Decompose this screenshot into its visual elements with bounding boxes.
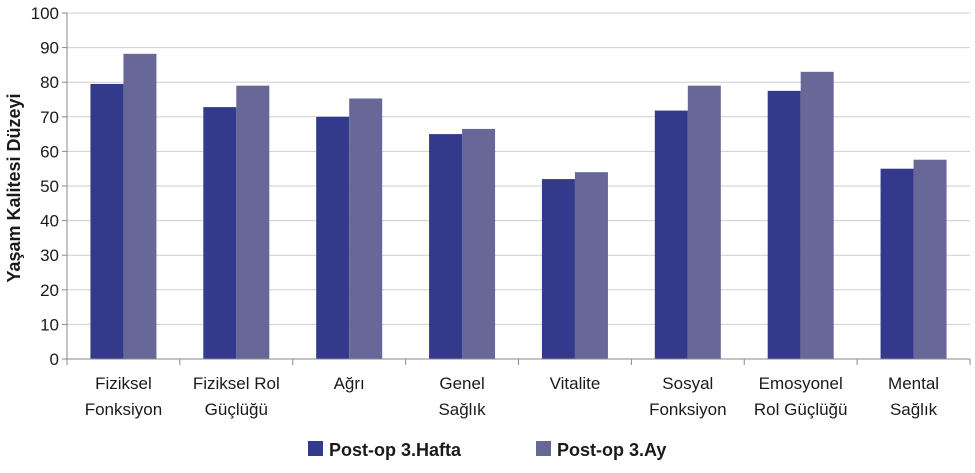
category-label: Ağrı	[334, 374, 365, 393]
y-tick-label: 40	[40, 212, 59, 231]
y-axis-ticks: 0 10 20 30 40 50 60 70 80 90 100	[31, 4, 67, 369]
category-label: Mental	[888, 374, 939, 393]
legend: Post-op 3.Hafta Post-op 3.Ay	[308, 440, 666, 460]
y-tick-label: 30	[40, 246, 59, 265]
legend-label: Post-op 3.Ay	[557, 440, 666, 460]
category-label: Rol Güçlüğü	[754, 400, 848, 419]
y-axis-title: Yaşam Kalitesi Düzeyi	[4, 93, 24, 282]
legend-label: Post-op 3.Hafta	[329, 440, 462, 460]
y-tick-label: 10	[40, 315, 59, 334]
category-label: Fonksiyon	[85, 400, 162, 419]
gridlines	[67, 12, 970, 360]
category-label: Sosyal	[662, 374, 713, 393]
x-axis-labels: Fiziksel Fonksiyon Fiziksel Rol Güçlüğü Ağrı…	[85, 374, 939, 419]
legend-swatch	[308, 441, 323, 456]
bar	[767, 90, 801, 359]
bar	[236, 85, 270, 359]
bar	[429, 134, 463, 359]
y-tick-label: 80	[40, 73, 59, 92]
y-tick-label: 100	[31, 4, 59, 23]
category-label: Vitalite	[550, 374, 601, 393]
category-label: Sağlık	[438, 400, 486, 419]
category-label: Sağlık	[890, 400, 938, 419]
x-axis	[66, 13, 971, 365]
y-tick-label: 50	[40, 177, 59, 196]
bar	[800, 71, 834, 359]
y-tick-label: 20	[40, 281, 59, 300]
legend-swatch	[536, 441, 551, 456]
y-tick-label: 70	[40, 108, 59, 127]
category-label: Fiziksel Rol	[193, 374, 280, 393]
bar	[913, 159, 947, 359]
category-label: Emosyonel	[759, 374, 843, 393]
bar	[880, 168, 914, 359]
bar	[316, 116, 350, 359]
bar	[541, 179, 575, 359]
bar	[654, 110, 688, 360]
bar	[203, 107, 237, 359]
category-label: Genel	[439, 374, 484, 393]
bar	[462, 128, 496, 359]
bar	[123, 53, 157, 359]
y-tick-label: 60	[40, 142, 59, 161]
y-tick-label: 0	[50, 350, 59, 369]
category-label: Güçlüğü	[205, 400, 268, 419]
bar	[349, 98, 383, 359]
category-label: Fiziksel	[95, 374, 152, 393]
bar	[90, 83, 124, 360]
y-tick-label: 90	[40, 39, 59, 58]
bar	[687, 85, 721, 359]
category-label: Fonksiyon	[649, 400, 726, 419]
bars	[90, 53, 947, 360]
bar	[574, 172, 608, 359]
